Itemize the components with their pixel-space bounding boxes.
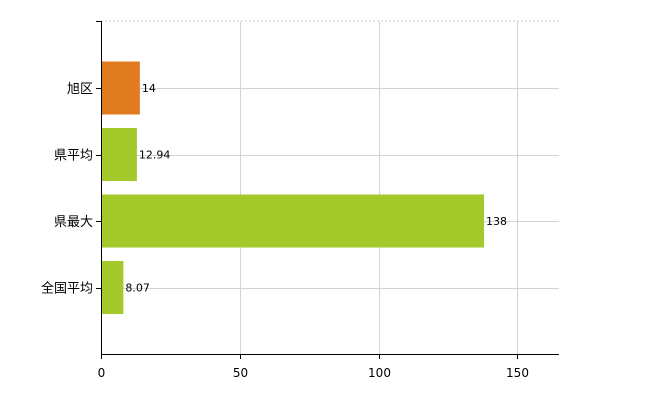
bar (102, 61, 140, 115)
data-label: 138 (486, 215, 507, 228)
data-label: 12.94 (139, 149, 171, 162)
bars-group (102, 61, 485, 314)
axes-group (96, 21, 559, 359)
bar (102, 194, 485, 248)
bar (102, 128, 137, 181)
labels-group: 14 旭区 12.94 県平均 138 県最大 8.07 全国平均 0 50 100 150 (41, 82, 529, 380)
data-label: 14 (142, 82, 156, 95)
x-tick-label: 0 (98, 366, 106, 380)
category-label: 県平均 (54, 149, 93, 164)
x-tick-label: 50 (233, 366, 248, 380)
category-label: 県最大 (54, 215, 93, 230)
x-tick-label: 100 (368, 366, 391, 380)
x-tick-label: 150 (506, 366, 529, 380)
category-label: 旭区 (67, 82, 93, 97)
data-label: 8.07 (125, 282, 150, 295)
grid-lines (101, 20, 559, 354)
category-label: 全国平均 (41, 281, 93, 297)
bar (102, 261, 124, 314)
